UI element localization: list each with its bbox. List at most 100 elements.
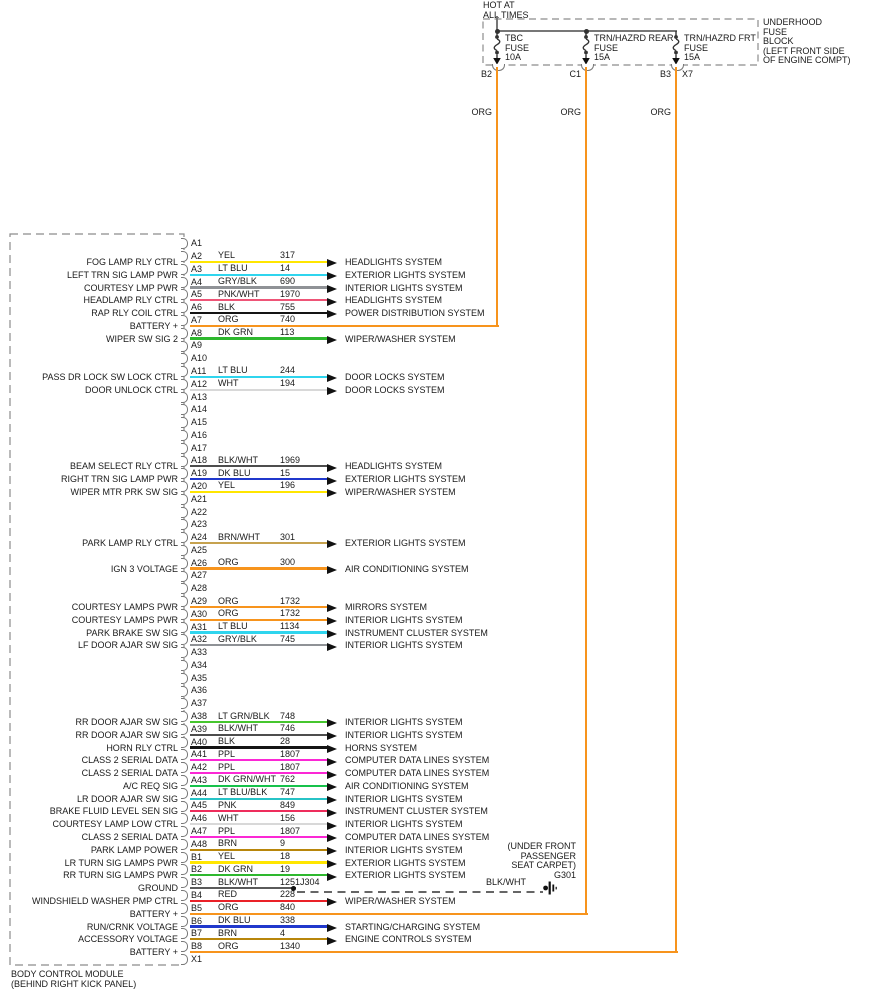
signal-label: BEAM SELECT RLY CTRL <box>69 461 178 472</box>
pin-connector-bump <box>181 506 188 518</box>
pin-connector-bump <box>181 417 188 429</box>
system-arrow-icon <box>327 297 337 306</box>
pin-connector-bump <box>181 800 188 812</box>
circuit-number: 317 <box>280 250 296 261</box>
wire-color-label: PPL <box>218 748 236 759</box>
pin-row-A11: A11 PASS DR LOCK SW LOCK CTRL LT BLU 244 DOO… <box>0 364 888 383</box>
signal-label: RR DOOR AJAR SW SIG <box>75 729 178 740</box>
pin-row-A20: A20 WIPER MTR PRK SW SIG YEL 196 WIPER/WASHE… <box>0 479 888 498</box>
system-label: HEADLIGHTS SYSTEM <box>345 461 443 472</box>
system-label: MIRRORS SYSTEM <box>345 602 428 612</box>
bcm-name-line: (BEHIND RIGHT KICK PANEL) <box>11 978 137 989</box>
fuse-label-tbc: TBC FUSE 10A <box>505 33 529 63</box>
circuit-number: 745 <box>280 633 296 644</box>
signal-label: BATTERY + <box>129 908 178 919</box>
signal-label: A/C REQ SIG <box>122 780 178 791</box>
wire-color-label: BLK <box>218 736 236 747</box>
system-arrow-icon <box>327 936 337 945</box>
pin-label: A5 <box>191 289 203 300</box>
system-arrow-icon <box>327 796 337 805</box>
wire-color-label: DK BLU <box>218 467 251 478</box>
signal-label: RR TURN SIG LAMPS PWR <box>63 870 178 881</box>
pin-label: A37 <box>191 698 208 709</box>
wire-color-label: ORG <box>218 314 239 325</box>
wire-color-label: LT BLU <box>218 621 248 632</box>
wire <box>190 299 327 302</box>
wire <box>190 823 327 826</box>
pin-connector-bump <box>181 570 188 582</box>
system-arrow-icon <box>327 259 337 268</box>
terminal-label-b2: B2 <box>480 69 492 79</box>
fuse-label-trn-hazrd-frt: TRN/HAZRD FRT FUSE 15A <box>684 33 756 63</box>
ground-dashed-wire <box>297 886 543 894</box>
pin-connector-bump <box>181 749 188 761</box>
system-label: INTERIOR LIGHTS SYSTEM <box>345 729 463 740</box>
ground-location-line: (UNDER FRONT <box>507 841 577 851</box>
fuse-word: FUSE <box>594 42 619 53</box>
wire <box>190 465 327 468</box>
system-arrow-icon <box>327 821 337 830</box>
pin-connector-bump <box>181 941 188 953</box>
signal-label: RUN/CRNK VOLTAGE <box>86 921 178 932</box>
wire <box>190 746 327 749</box>
pin-connector-bump <box>181 378 188 390</box>
wire-color-label: BRN <box>218 927 238 938</box>
circuit-number: 15 <box>280 467 291 478</box>
pin-label: A28 <box>191 583 208 594</box>
circuit-number: 194 <box>280 378 296 389</box>
pin-row-B6: B6 RUN/CRNK VOLTAGE DK BLU 338 STARTING/CHAR… <box>0 914 888 932</box>
bcm-name-label: BODY CONTROL MODULE (BEHIND RIGHT KICK P… <box>11 969 137 990</box>
wire <box>190 618 327 621</box>
pin-label: A25 <box>191 544 208 555</box>
pin-row-A23: A23 <box>0 518 888 531</box>
system-label: EXTERIOR LIGHTS SYSTEM <box>345 269 466 280</box>
pin-row-A32: A32 LF DOOR AJAR SW SIG GRY/BLK 745 INTERIOR… <box>0 633 888 651</box>
wire-color-label: BLK/WHT <box>218 723 259 734</box>
fuse-symbol-trn-hazrd-rear <box>582 31 590 65</box>
pin-connector-bump <box>181 826 188 838</box>
wire <box>190 260 327 263</box>
pin-label: A7 <box>191 314 203 325</box>
system-label: INTERIOR LIGHTS SYSTEM <box>345 819 463 830</box>
wire <box>190 912 588 915</box>
fuse-name: TRN/HAZRD FRT <box>684 33 756 43</box>
pin-row-B1: B1 LR TURN SIG LAMPS PWR YEL 18 EXTERIOR LIG… <box>0 850 888 868</box>
block-label-line: FUSE <box>763 26 788 37</box>
pin-label: A34 <box>191 659 208 670</box>
system-arrow-icon <box>327 847 337 856</box>
pin-connector-bump <box>181 890 188 902</box>
pin-label: A24 <box>191 532 208 543</box>
pin-label: A36 <box>191 685 208 696</box>
system-label: INTERIOR LIGHTS SYSTEM <box>345 844 463 855</box>
block-label-line: (LEFT FRONT SIDE <box>763 45 845 56</box>
pin-connector-bump <box>181 263 188 275</box>
system-arrow-icon <box>327 336 337 345</box>
pin-label: A21 <box>191 493 208 504</box>
pin-connector-bump <box>181 327 188 339</box>
pin-connector-bump <box>181 429 188 441</box>
pin-label: A18 <box>191 455 208 466</box>
pin-label: A10 <box>191 353 208 364</box>
signal-label: COURTESY LAMPS PWR <box>71 614 178 625</box>
signal-label: RR DOOR AJAR SW SIG <box>75 717 178 728</box>
system-label: COMPUTER DATA LINES SYSTEM <box>345 832 490 843</box>
system-label: DOOR LOCKS SYSTEM <box>345 384 445 395</box>
battery-riser-wire <box>496 67 499 328</box>
circuit-number: 9 <box>280 838 286 849</box>
pin-connector-bump <box>181 519 188 531</box>
system-arrow-icon <box>327 629 337 638</box>
block-label-line: UNDERHOOD <box>763 17 823 27</box>
system-arrow-icon <box>327 310 337 319</box>
wire <box>190 810 327 813</box>
wire <box>190 478 327 481</box>
pin-connector-bump <box>181 532 188 544</box>
pin-label: B5 <box>191 902 203 913</box>
system-arrow-icon <box>327 834 337 843</box>
wire-color-label: BRN <box>218 838 238 849</box>
pin-row-A45: A45 BRAKE FLUID LEVEL SEN SIG PNK 849 INSTRU… <box>0 799 888 817</box>
pin-connector-bump <box>181 583 188 595</box>
system-label: COMPUTER DATA LINES SYSTEM <box>345 755 490 766</box>
circuit-number: 840 <box>280 902 296 913</box>
system-arrow-icon <box>327 374 337 383</box>
pin-row-A14: A14 <box>0 403 888 416</box>
